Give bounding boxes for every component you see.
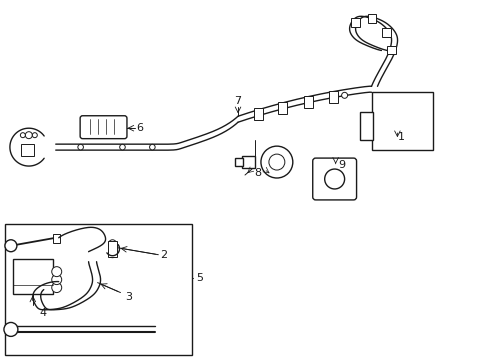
Bar [386, 45, 396, 54]
Circle shape [149, 144, 155, 150]
Circle shape [120, 144, 125, 150]
Bar [13, 259, 53, 293]
Circle shape [261, 146, 292, 178]
Circle shape [52, 275, 61, 285]
Text: 7: 7 [234, 96, 241, 106]
Text: 3: 3 [125, 292, 132, 302]
Text: 4: 4 [39, 307, 46, 318]
Text: 8: 8 [254, 168, 261, 178]
Circle shape [4, 323, 18, 336]
Bar [371, 92, 432, 150]
Circle shape [108, 250, 116, 258]
FancyBboxPatch shape [80, 116, 127, 139]
Circle shape [32, 133, 37, 138]
Circle shape [341, 92, 347, 98]
Circle shape [20, 133, 25, 138]
Bar [253, 108, 263, 120]
Bar [235, 158, 243, 166]
Bar [382, 28, 390, 37]
Bar [53, 234, 60, 243]
Text: 2: 2 [160, 250, 167, 260]
Text: 9: 9 [337, 160, 345, 170]
Circle shape [52, 267, 61, 276]
Circle shape [324, 169, 344, 189]
Text: 1: 1 [397, 132, 404, 142]
Bar [21, 144, 34, 156]
Circle shape [52, 283, 61, 293]
Circle shape [78, 144, 83, 150]
Bar [277, 102, 286, 114]
Circle shape [5, 240, 17, 252]
Text: 6: 6 [136, 123, 143, 133]
Circle shape [25, 132, 32, 139]
Bar [5, 224, 192, 355]
Circle shape [268, 154, 285, 170]
Bar [367, 14, 376, 23]
Bar [359, 112, 372, 140]
FancyBboxPatch shape [312, 158, 356, 200]
Bar [303, 96, 312, 108]
Text: 5: 5 [196, 273, 203, 283]
Bar [328, 91, 337, 103]
Bar [350, 18, 359, 27]
Circle shape [108, 240, 116, 248]
Bar [242, 156, 254, 168]
Bar [107, 241, 117, 257]
